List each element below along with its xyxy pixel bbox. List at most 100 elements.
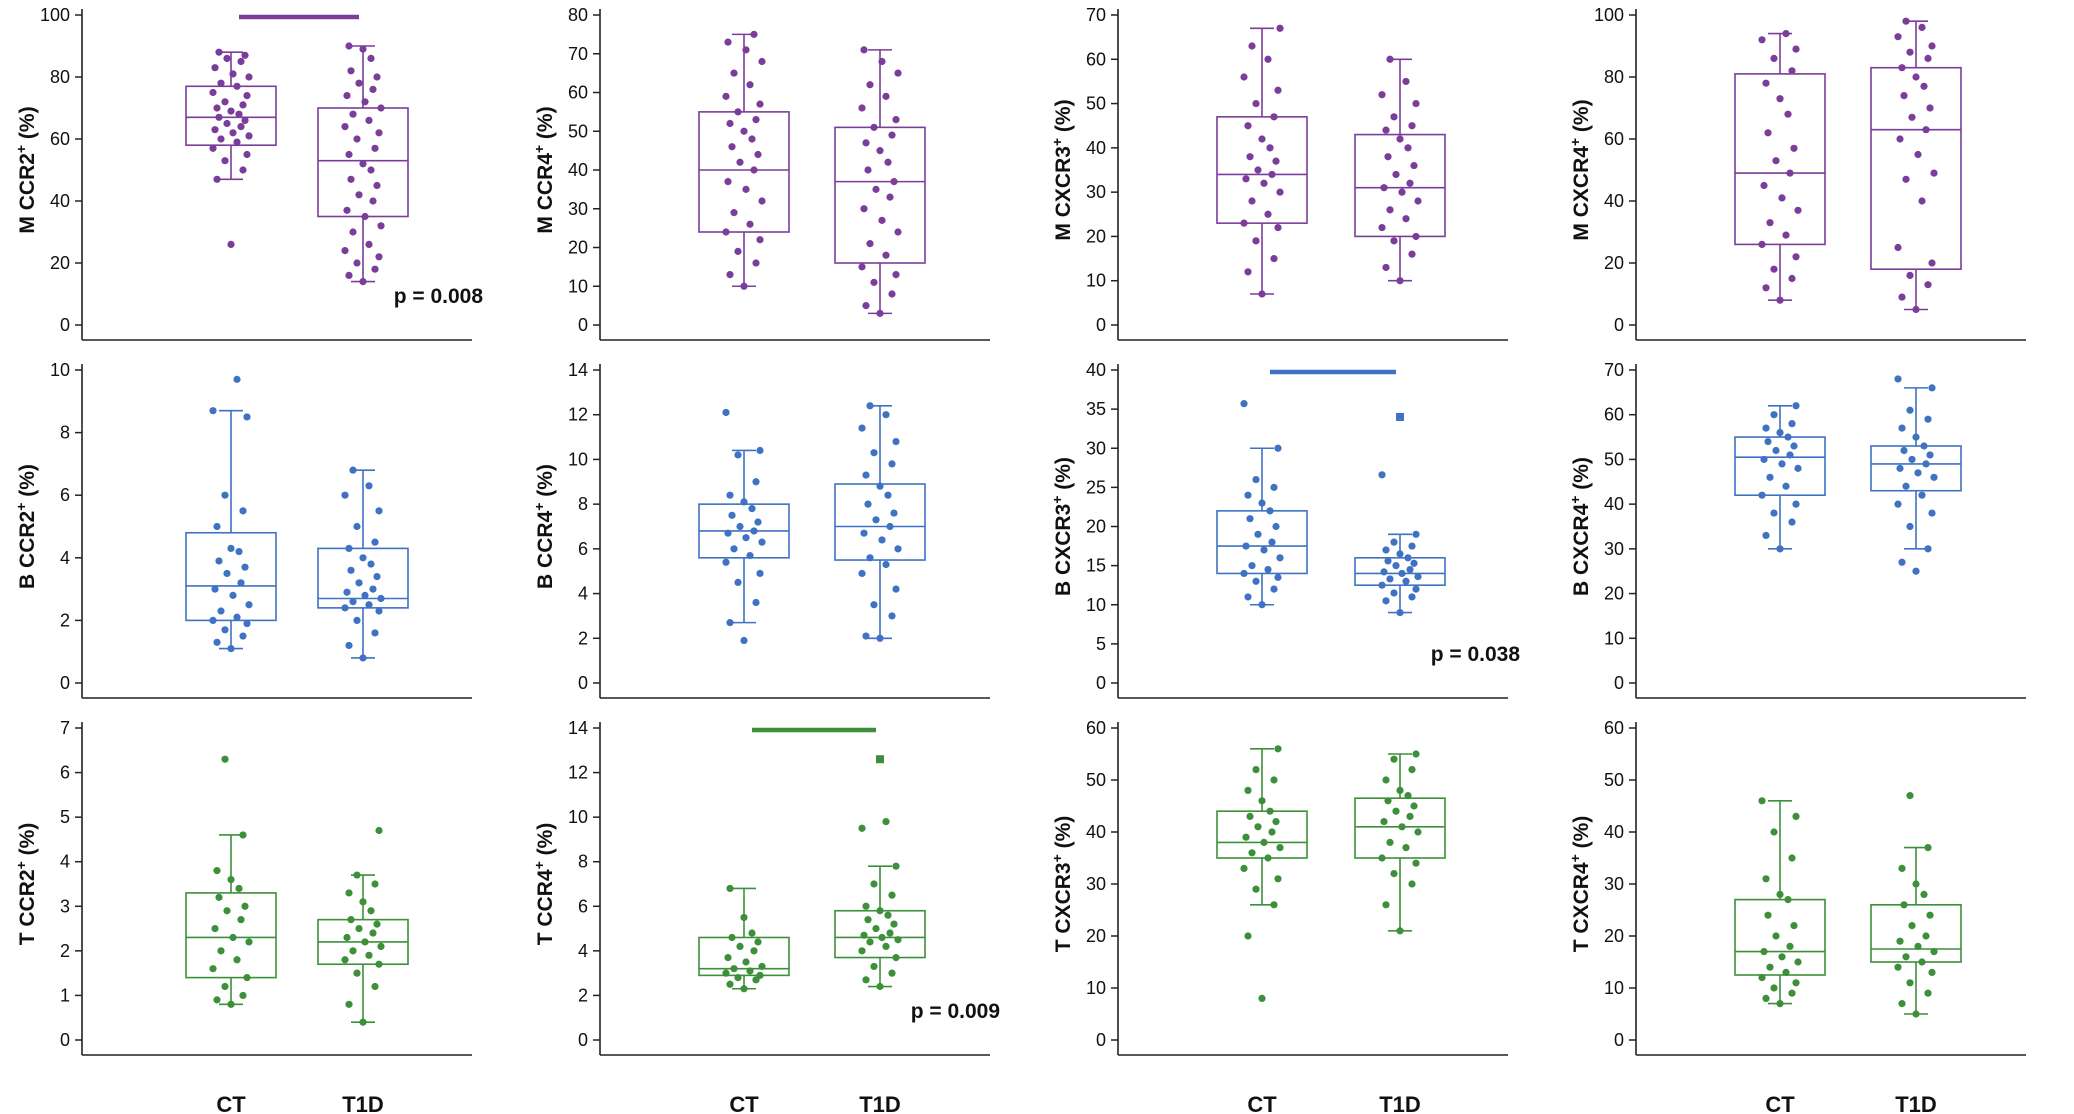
- data-point: [1270, 483, 1278, 491]
- x-category-label: CT: [216, 1092, 246, 1114]
- data-point: [1258, 994, 1266, 1003]
- data-point: [1410, 802, 1418, 810]
- data-point: [343, 92, 351, 100]
- data-point: [728, 933, 736, 942]
- data-point: [1758, 36, 1766, 44]
- data-point: [1770, 984, 1778, 992]
- data-point: [375, 960, 383, 968]
- data-point: [1764, 911, 1772, 919]
- data-point: [1258, 290, 1266, 298]
- data-point: [894, 936, 902, 944]
- data-point: [341, 123, 349, 131]
- y-axis-label-unit: (%): [1052, 816, 1075, 855]
- data-point: [1396, 277, 1404, 285]
- data-point: [239, 166, 247, 174]
- data-point: [345, 889, 353, 897]
- data-point: [359, 45, 367, 53]
- x-category-label: CT: [1247, 1092, 1277, 1114]
- box-iqr: [1216, 116, 1308, 224]
- data-point: [1924, 54, 1932, 63]
- data-point: [1912, 433, 1920, 441]
- data-point: [1914, 469, 1922, 477]
- panel-b-ccr4: 0 2 4 6 8 10 12 14 B CCR4+ (%): [531, 360, 990, 699]
- data-point: [1778, 194, 1786, 202]
- data-point: [1276, 24, 1284, 32]
- box-iqr: [1734, 898, 1826, 976]
- y-tick-label: 30: [1086, 438, 1106, 458]
- y-axis-label: M CXCR4+ (%): [1567, 99, 1593, 240]
- data-point: [734, 451, 742, 459]
- y-axis-label: B CCR4+ (%): [531, 464, 557, 589]
- data-point: [227, 107, 235, 115]
- data-point: [740, 985, 748, 993]
- data-point: [343, 588, 351, 596]
- y-axis-label: M CCR2+ (%): [13, 106, 39, 233]
- data-point: [217, 135, 225, 143]
- y-tick-label: 0: [60, 315, 70, 335]
- y-axis-label-main: M CXCR3: [1052, 146, 1075, 241]
- y-axis-label-sup: +: [13, 503, 29, 511]
- data-point: [888, 290, 896, 298]
- data-point: [343, 206, 351, 214]
- data-point: [1406, 565, 1414, 574]
- data-point: [1408, 542, 1416, 550]
- data-point: [892, 862, 900, 870]
- data-point: [858, 824, 866, 832]
- data-point: [243, 92, 251, 100]
- y-axis-label-unit: (%): [1052, 99, 1075, 138]
- y-axis-label-unit: (%): [534, 106, 557, 145]
- data-point: [223, 907, 231, 915]
- data-point: [353, 522, 361, 531]
- data-point: [1380, 184, 1388, 192]
- data-point: [1790, 922, 1798, 930]
- data-point: [237, 579, 245, 587]
- data-point: [1770, 828, 1778, 836]
- data-point: [756, 100, 764, 108]
- data-point: [730, 545, 738, 553]
- data-point: [1272, 157, 1280, 165]
- data-point: [245, 601, 253, 609]
- y-axis-label: M CXCR3+ (%): [1049, 99, 1075, 240]
- y-tick-label: 0: [1096, 1030, 1106, 1050]
- data-point: [1912, 73, 1920, 81]
- data-point: [1772, 446, 1780, 455]
- data-point: [209, 407, 217, 415]
- box-t1d: [834, 865, 926, 988]
- data-point: [1790, 144, 1798, 152]
- data-point: [726, 271, 734, 279]
- data-point: [1760, 948, 1768, 956]
- data-point: [884, 158, 892, 166]
- data-point: [243, 974, 251, 982]
- data-point: [365, 116, 373, 124]
- data-point: [860, 46, 868, 54]
- data-point: [1244, 932, 1252, 940]
- data-point: [227, 644, 235, 653]
- data-point: [1782, 968, 1790, 977]
- data-point: [734, 108, 742, 116]
- y-tick-label: 40: [1086, 360, 1106, 380]
- box-t1d: [1870, 387, 1962, 550]
- y-axis-label-unit: (%): [534, 823, 557, 862]
- data-point: [1270, 776, 1278, 784]
- data-point: [1382, 776, 1390, 784]
- data-point: [754, 150, 762, 159]
- data-point: [345, 271, 353, 279]
- y-tick-label: 4: [578, 941, 588, 961]
- data-point: [1762, 79, 1770, 87]
- y-axis-label-sup: +: [531, 861, 547, 869]
- data-point: [752, 478, 760, 486]
- data-point: [870, 449, 878, 457]
- data-point: [221, 491, 229, 499]
- data-point: [1254, 823, 1262, 831]
- data-point: [1242, 175, 1250, 183]
- data-point: [221, 982, 229, 991]
- data-point: [1382, 263, 1390, 272]
- data-point: [359, 554, 367, 562]
- data-point: [1378, 854, 1386, 862]
- data-point: [241, 51, 249, 59]
- data-point: [239, 991, 247, 1000]
- y-tick-label: 80: [1604, 67, 1624, 87]
- data-point: [1902, 953, 1910, 961]
- data-point: [1402, 77, 1410, 86]
- data-point: [245, 73, 253, 81]
